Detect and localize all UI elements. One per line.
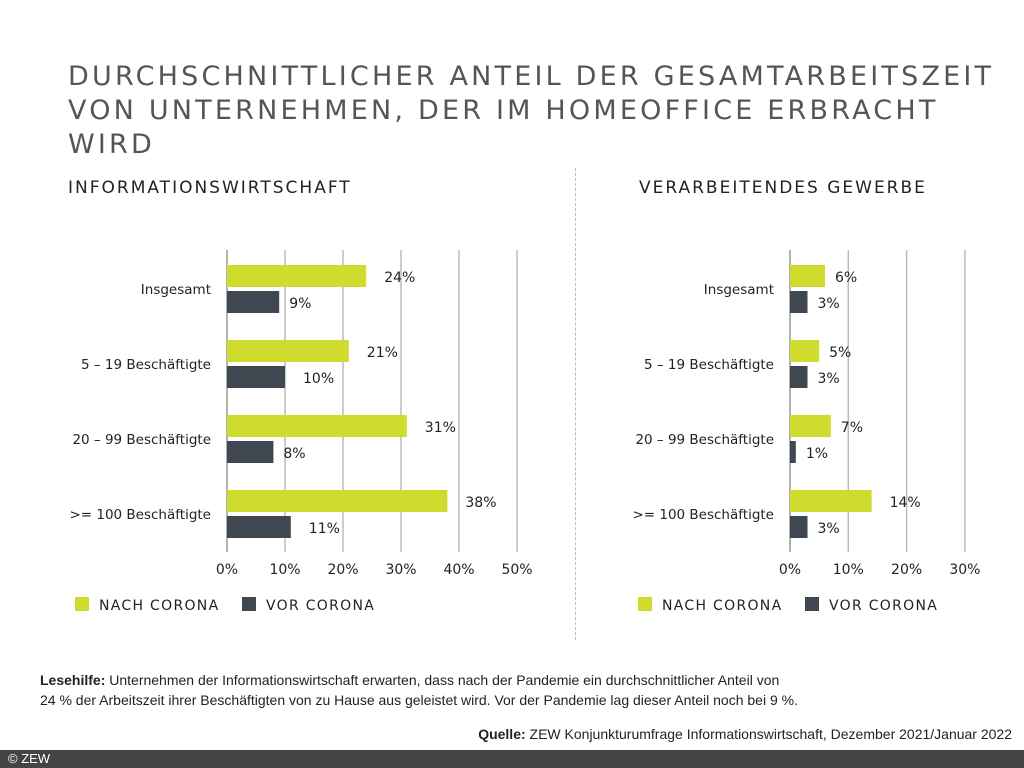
data-label: 7% bbox=[841, 420, 863, 436]
data-label: 10% bbox=[303, 371, 334, 387]
bar-nach-corona bbox=[227, 265, 367, 287]
reading-aid: Lesehilfe: Unternehmen der Informationsw… bbox=[40, 670, 798, 710]
chart-title: DURCHSCHNITTLICHER ANTEIL DER GESAMTARBE… bbox=[68, 60, 1024, 162]
x-tick-label: 20% bbox=[327, 562, 358, 578]
data-label: 1% bbox=[806, 446, 828, 462]
data-label: 8% bbox=[283, 446, 305, 462]
category-label: >= 100 Beschäftigte bbox=[632, 507, 774, 523]
x-tick-label: 10% bbox=[269, 562, 300, 578]
data-label: 21% bbox=[367, 345, 398, 361]
category-label: 20 – 99 Beschäftigte bbox=[635, 432, 774, 448]
category-label: 5 – 19 Beschäftigte bbox=[81, 357, 211, 373]
bar-vor-corona bbox=[227, 441, 274, 463]
category-label: 5 – 19 Beschäftigte bbox=[644, 357, 774, 373]
title-line-1: DURCHSCHNITTLICHER ANTEIL DER GESAMTARBE… bbox=[68, 61, 995, 92]
bar-vor-corona bbox=[790, 516, 808, 538]
reading-aid-line1: Unternehmen der Informationswirtschaft e… bbox=[105, 672, 780, 688]
data-label: 11% bbox=[309, 521, 340, 537]
bar-vor-corona bbox=[227, 516, 291, 538]
bar-vor-corona bbox=[790, 441, 796, 463]
x-tick-label: 50% bbox=[501, 562, 532, 578]
source: Quelle: ZEW Konjunkturumfrage Informatio… bbox=[478, 726, 1012, 742]
bar-vor-corona bbox=[790, 366, 808, 388]
legend-swatch bbox=[242, 597, 256, 611]
data-label: 3% bbox=[817, 521, 839, 537]
x-tick-label: 0% bbox=[779, 562, 801, 578]
source-text: ZEW Konjunkturumfrage Informationswirtsc… bbox=[525, 726, 1012, 742]
data-label: 14% bbox=[890, 495, 921, 511]
legend-swatch bbox=[805, 597, 819, 611]
data-label: 3% bbox=[817, 371, 839, 387]
copyright-footer: © ZEW bbox=[0, 750, 1024, 768]
title-line-2: VON UNTERNEHMEN, DER IM HOMEOFFICE ERBRA… bbox=[68, 95, 939, 160]
legend-label: VOR CORONA bbox=[266, 598, 375, 614]
reading-aid-line2: 24 % der Arbeitszeit ihrer Beschäftigten… bbox=[40, 692, 798, 708]
x-tick-label: 30% bbox=[385, 562, 416, 578]
category-label: 20 – 99 Beschäftigte bbox=[72, 432, 211, 448]
reading-aid-label: Lesehilfe: bbox=[40, 672, 106, 688]
bar-nach-corona bbox=[227, 415, 407, 437]
bar-vor-corona bbox=[227, 366, 285, 388]
left-chart-title: INFORMATIONSWIRTSCHAFT bbox=[68, 178, 352, 198]
data-label: 5% bbox=[829, 345, 851, 361]
x-tick-label: 10% bbox=[833, 562, 864, 578]
data-label: 9% bbox=[289, 296, 311, 312]
bar-vor-corona bbox=[790, 291, 808, 313]
divider bbox=[575, 168, 576, 640]
data-label: 3% bbox=[817, 296, 839, 312]
bar-nach-corona bbox=[790, 340, 820, 362]
legend-label: NACH CORONA bbox=[662, 598, 782, 614]
x-tick-label: 30% bbox=[949, 562, 980, 578]
data-label: 24% bbox=[384, 270, 415, 286]
category-label: Insgesamt bbox=[141, 282, 211, 298]
x-tick-label: 0% bbox=[216, 562, 238, 578]
category-label: >= 100 Beschäftigte bbox=[69, 507, 211, 523]
legend-label: NACH CORONA bbox=[99, 598, 219, 614]
bar-nach-corona bbox=[227, 490, 448, 512]
x-tick-label: 40% bbox=[443, 562, 474, 578]
category-label: Insgesamt bbox=[704, 282, 774, 298]
bar-nach-corona bbox=[790, 490, 872, 512]
bar-nach-corona bbox=[790, 415, 831, 437]
data-label: 31% bbox=[425, 420, 456, 436]
x-tick-label: 20% bbox=[891, 562, 922, 578]
bar-nach-corona bbox=[790, 265, 825, 287]
legend-label: VOR CORONA bbox=[829, 598, 938, 614]
data-label: 38% bbox=[465, 495, 496, 511]
bar-nach-corona bbox=[227, 340, 349, 362]
legend-swatch bbox=[638, 597, 652, 611]
data-label: 6% bbox=[835, 270, 857, 286]
legend-swatch bbox=[75, 597, 89, 611]
right-chart-title: VERARBEITENDES GEWERBE bbox=[639, 178, 927, 198]
source-label: Quelle: bbox=[478, 726, 526, 742]
bar-vor-corona bbox=[227, 291, 280, 313]
